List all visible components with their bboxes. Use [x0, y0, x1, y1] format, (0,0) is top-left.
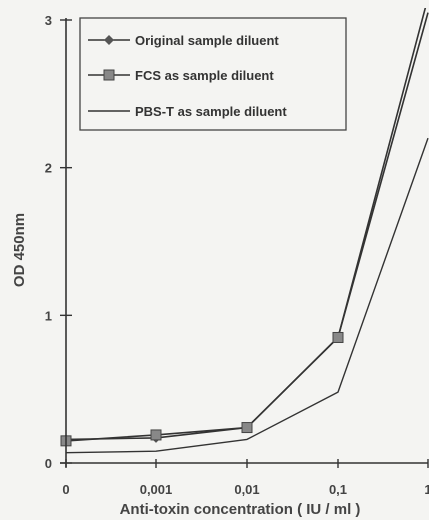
x-tick-label: 1 [424, 482, 429, 497]
legend-label-fcs: FCS as sample diluent [135, 68, 274, 83]
square-marker [332, 331, 344, 343]
x-axis-title: Anti-toxin concentration ( IU / ml ) [120, 501, 361, 518]
legend-diamond-marker [104, 35, 114, 45]
x-tick-label: 0,001 [140, 482, 173, 497]
x-tick-label: 0,1 [329, 482, 347, 497]
legend-label-pbst: PBS-T as sample diluent [135, 104, 287, 119]
series-line-3 [65, 137, 429, 454]
legend-square-marker [103, 69, 115, 81]
y-tick-label: 1 [45, 308, 52, 323]
ticks: 0 0,001 0,01 0,1 1 0 1 2 3 [45, 13, 429, 497]
y-tick-label: 2 [45, 161, 52, 176]
legend-item-fcs: FCS as sample diluent [88, 68, 274, 83]
legend-label-original: Original sample diluent [135, 33, 279, 48]
legend-item-original: Original sample diluent [88, 33, 279, 48]
square-marker [241, 422, 253, 434]
x-tick-label: 0,01 [234, 482, 259, 497]
y-tick-label: 0 [45, 456, 52, 471]
y-tick-label: 3 [45, 13, 52, 28]
square-marker [150, 429, 162, 441]
legend-item-pbst: PBS-T as sample diluent [88, 104, 287, 119]
y-axis-title: OD 450nm [11, 213, 28, 287]
legend: Original sample diluent FCS as sample di… [79, 17, 347, 131]
x-tick-label: 0 [62, 482, 69, 497]
axes [60, 18, 428, 467]
legend-box [79, 17, 347, 131]
